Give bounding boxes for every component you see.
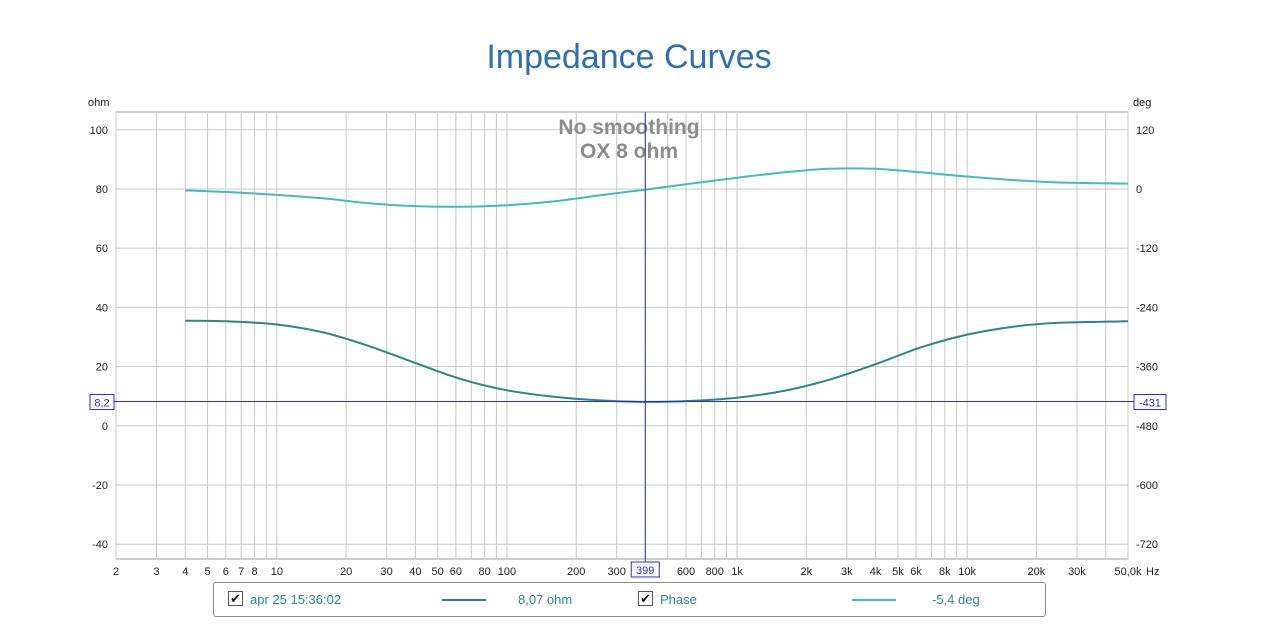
x-tick-label: 50 — [432, 566, 444, 578]
y-left-tick-label: 0 — [102, 421, 108, 433]
y-left-tick-label: 40 — [96, 302, 108, 314]
x-tick-label: 4 — [182, 566, 188, 578]
x-tick-label: 80 — [479, 566, 491, 578]
grid-lines — [115, 112, 1129, 559]
x-tick-label: 600 — [677, 566, 695, 578]
x-tick-label: 7 — [238, 566, 244, 578]
y-right-tick-label: 0 — [1136, 184, 1142, 196]
chart-annotation: OX 8 ohm — [580, 140, 678, 163]
x-tick-label: 300 — [608, 566, 626, 578]
y-left-tick-label: 60 — [96, 243, 108, 255]
chart-annotation: No smoothing — [558, 116, 699, 139]
series2-swatch — [852, 599, 896, 601]
y-right-tick-label: -120 — [1136, 243, 1158, 255]
x-tick-label: 10k — [958, 566, 976, 578]
cursor-y-left-label: 8,2 — [94, 398, 109, 410]
x-tick-label: 100 — [498, 566, 516, 578]
series2-checkbox[interactable]: ✔ — [638, 591, 653, 606]
x-tick-label: 3 — [153, 566, 159, 578]
x-tick-label: 800 — [706, 566, 724, 578]
x-tick-label: 30 — [381, 566, 393, 578]
plot-area — [115, 111, 1129, 560]
cursor-y-right-label: -431 — [1139, 398, 1161, 410]
y-right-tick-label: -360 — [1136, 362, 1158, 374]
y-right-unit: deg — [1133, 97, 1151, 109]
x-tick-label: 10 — [271, 566, 283, 578]
cursor-x-label-box — [630, 561, 660, 578]
x-tick-label: 50,0k — [1115, 566, 1142, 578]
y-right-tick-label: -600 — [1136, 480, 1158, 492]
x-tick-label: 30k — [1068, 566, 1086, 578]
x-unit-label: Hz — [1146, 566, 1159, 578]
x-tick-label: 40 — [409, 566, 421, 578]
y-left-tick-label: 20 — [96, 362, 108, 374]
x-tick-label: 3k — [841, 566, 853, 578]
y-left-tick-label: 100 — [90, 125, 108, 137]
x-tick-label: 20k — [1028, 566, 1046, 578]
y-left-tick-label: -20 — [92, 480, 108, 492]
chart-title: Impedance Curves — [486, 38, 772, 76]
x-tick-label: 6 — [223, 566, 229, 578]
series1-checkbox[interactable]: ✔ — [228, 591, 243, 606]
y-right-tick-label: -480 — [1136, 421, 1158, 433]
series2-label: Phase — [660, 592, 697, 607]
y-right-tick-label: 120 — [1136, 125, 1154, 137]
x-tick-label: 20 — [340, 566, 352, 578]
x-tick-label: 4k — [870, 566, 882, 578]
x-tick-label: 8k — [939, 566, 951, 578]
x-tick-label: 60 — [450, 566, 462, 578]
y-right-tick-label: -240 — [1136, 302, 1158, 314]
impedance-chart[interactable]: ohm deg100806040200-20-401200-120-240-360… — [0, 0, 1280, 580]
y-left-tick-label: 80 — [96, 184, 108, 196]
y-right-tick-label: -720 — [1136, 539, 1158, 551]
series1-value: 8,07 ohm — [518, 592, 573, 607]
x-tick-label: 2 — [113, 566, 119, 578]
cursor-x-label: 399 — [636, 565, 654, 577]
x-tick-label: 5k — [892, 566, 904, 578]
cursor-y-right-label-box — [1133, 394, 1167, 411]
x-tick-label: 200 — [567, 566, 585, 578]
series2-value: -5,4 deg — [932, 592, 980, 607]
x-tick-label: 2k — [801, 566, 813, 578]
y-left-unit: ohm — [88, 97, 109, 109]
series1-swatch — [442, 599, 486, 601]
series1-label: apr 25 15:36:02 — [250, 592, 342, 607]
x-tick-label: 5 — [205, 566, 211, 578]
x-tick-label: 8 — [251, 566, 257, 578]
cursor-y-left-label-box — [89, 394, 115, 411]
x-tick-label: 6k — [910, 566, 922, 578]
legend: ✔ apr 25 15:36:02 8,07 ohm ✔ Phase -5,4 … — [213, 582, 1046, 617]
y-left-tick-label: -40 — [92, 539, 108, 551]
x-tick-label: 1k — [731, 566, 743, 578]
